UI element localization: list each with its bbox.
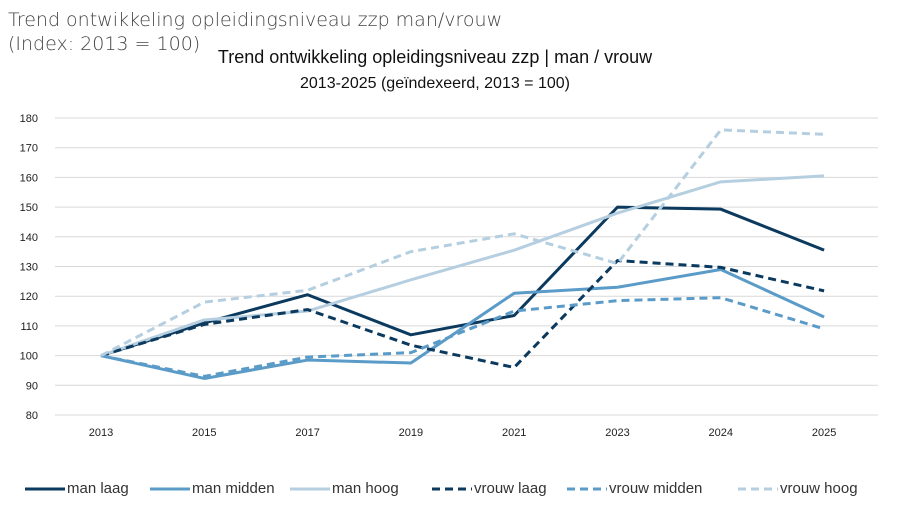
- page-header: Trend ontwikkeling opleidingsniveau zzp …: [8, 8, 502, 56]
- series-line-man-midden: [100, 267, 825, 380]
- legend-swatch: [432, 487, 472, 490]
- x-tick-label: 2021: [502, 427, 526, 439]
- series-line-vrouw-midden: [100, 296, 825, 378]
- y-tick-label: 160: [20, 172, 38, 184]
- x-tick-label: 2023: [605, 427, 629, 439]
- legend-item: man laag: [25, 480, 129, 497]
- x-tick-label: 2013: [89, 427, 113, 439]
- legend-label: vrouw hoog: [780, 480, 858, 497]
- x-tick-label: 2025: [812, 427, 836, 439]
- y-tick-label: 100: [20, 351, 38, 363]
- legend-swatch: [738, 487, 778, 490]
- legend-swatch: [290, 487, 330, 490]
- x-tick-label: 2024: [709, 427, 733, 439]
- legend-item: man midden: [150, 480, 275, 497]
- legend-swatch: [567, 487, 607, 490]
- series-line-vrouw-laag: [100, 259, 825, 369]
- y-tick-label: 80: [26, 410, 38, 422]
- y-tick-label: 90: [26, 380, 38, 392]
- x-tick-label: 2019: [399, 427, 423, 439]
- x-tick-label: 2015: [192, 427, 216, 439]
- legend-swatch: [25, 487, 65, 490]
- chart-title: Trend ontwikkeling opleidingsniveau zzp …: [217, 47, 653, 67]
- series-line-man-hoog: [100, 174, 825, 358]
- legend-label: vrouw midden: [609, 480, 703, 497]
- y-tick-label: 170: [20, 143, 38, 155]
- legend-label: man hoog: [332, 480, 399, 497]
- legend-label: vrouw laag: [474, 480, 547, 497]
- legend-label: man midden: [192, 480, 275, 497]
- y-tick-label: 120: [20, 291, 38, 303]
- legend-item: man hoog: [290, 480, 399, 497]
- y-tick-label: 150: [20, 202, 38, 214]
- legend-item: vrouw midden: [567, 480, 702, 497]
- legend-label: man laag: [67, 480, 129, 497]
- header-title: Trend ontwikkeling opleidingsniveau zzp …: [8, 9, 503, 31]
- series-line-vrouw-hoog: [100, 128, 825, 357]
- y-tick-label: 180: [20, 113, 38, 125]
- chart-subtitle: 2013-2025 (geïndexeerd, 2013 = 100): [300, 75, 570, 92]
- y-tick-label: 110: [20, 321, 38, 333]
- y-tick-label: 140: [20, 232, 38, 244]
- header-subtitle: (Index: 2013 = 100): [8, 33, 201, 55]
- legend-item: vrouw hoog: [738, 480, 858, 497]
- y-tick-label: 130: [20, 262, 38, 274]
- legend-swatch: [150, 487, 190, 490]
- x-tick-label: 2017: [295, 427, 319, 439]
- legend-item: vrouw laag: [432, 480, 547, 497]
